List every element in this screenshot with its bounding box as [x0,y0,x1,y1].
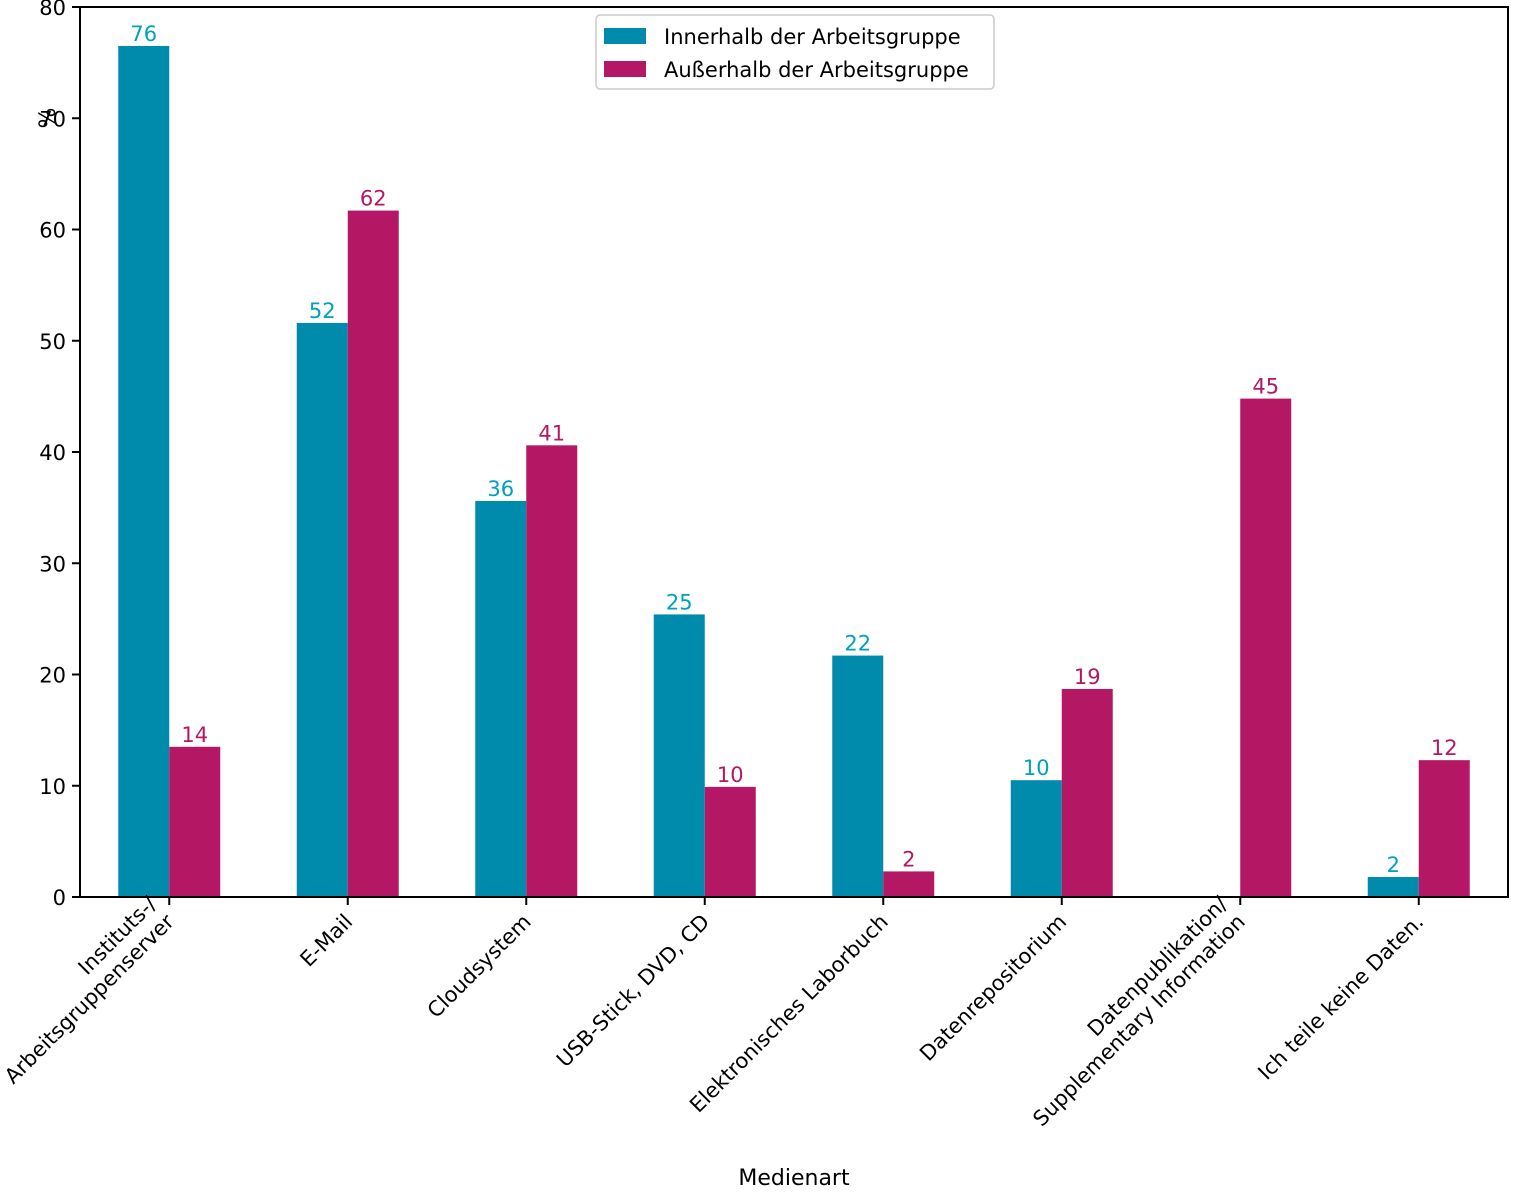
legend-swatch [604,61,646,77]
y-tick-label: 0 [53,886,66,910]
bar-innerhalb [1010,780,1062,897]
bar-innerhalb [296,322,348,897]
x-axis: Instituts-/Arbeitsgruppenserver E-Mail Clo… [0,891,1428,1131]
data-label: 2 [1387,853,1400,877]
x-tick-label: E-Mail [295,910,357,972]
x-tick-label: Ich teile keine Daten. [1253,910,1428,1085]
bar-ausserhalb [1240,398,1292,897]
data-label: 62 [360,187,387,211]
bar-ausserhalb [526,445,578,897]
bar-ausserhalb [1418,760,1470,897]
bar-innerhalb [653,614,705,897]
data-label: 10 [717,763,744,787]
x-tick-label: Cloudsystem [423,910,536,1023]
bar-ausserhalb [169,746,221,897]
y-tick-label: 20 [39,664,66,688]
data-label: 19 [1074,665,1101,689]
data-label: 12 [1431,736,1458,760]
data-label: 76 [130,22,157,46]
bar-innerhalb [118,45,170,897]
bar-ausserhalb [1061,688,1113,897]
bar-ausserhalb [704,786,756,897]
y-axis: 0 10 20 30 40 50 60 70 80 [39,0,80,910]
x-tick-label: Datenrepositorium [915,910,1071,1066]
y-tick-label: 40 [39,441,66,465]
data-label: 25 [666,590,693,614]
bar-innerhalb [1367,876,1419,897]
data-label: 36 [487,477,514,501]
legend-box [595,14,995,90]
data-label: 52 [309,299,336,323]
x-axis-label: Medienart [738,1166,850,1191]
y-tick-label: 80 [39,0,66,20]
data-label: 41 [538,421,565,445]
x-tick-label: Instituts-/Arbeitsgruppenserver [0,891,179,1088]
bar-innerhalb [475,500,527,897]
data-label: 45 [1252,375,1279,399]
x-tick-label: Elektronisches Laborbuch [685,910,893,1118]
data-label: 14 [181,723,208,747]
y-tick-label: 50 [39,330,66,354]
y-axis-label: % [36,108,61,129]
data-label: 2 [902,847,915,871]
y-tick-label: 60 [39,219,66,243]
legend-label: Außerhalb der Arbeitsgruppe [664,58,969,82]
bar-ausserhalb [347,210,399,897]
y-tick-label: 30 [39,552,66,576]
data-label: 10 [1023,756,1050,780]
y-tick-label: 70 [39,107,66,131]
plot-frame [79,6,1509,898]
bar-ausserhalb [883,871,935,897]
legend-swatch [604,28,646,44]
data-label: 22 [844,632,871,656]
legend-label: Innerhalb der Arbeitsgruppe [664,25,961,49]
y-tick-label: 10 [39,775,66,799]
x-tick-label: USB-Stick, DVD, CD [552,910,714,1072]
bar-innerhalb [832,655,884,897]
legend: Innerhalb der Arbeitsgruppe Außerhalb der… [595,14,995,90]
bars [118,45,1470,897]
